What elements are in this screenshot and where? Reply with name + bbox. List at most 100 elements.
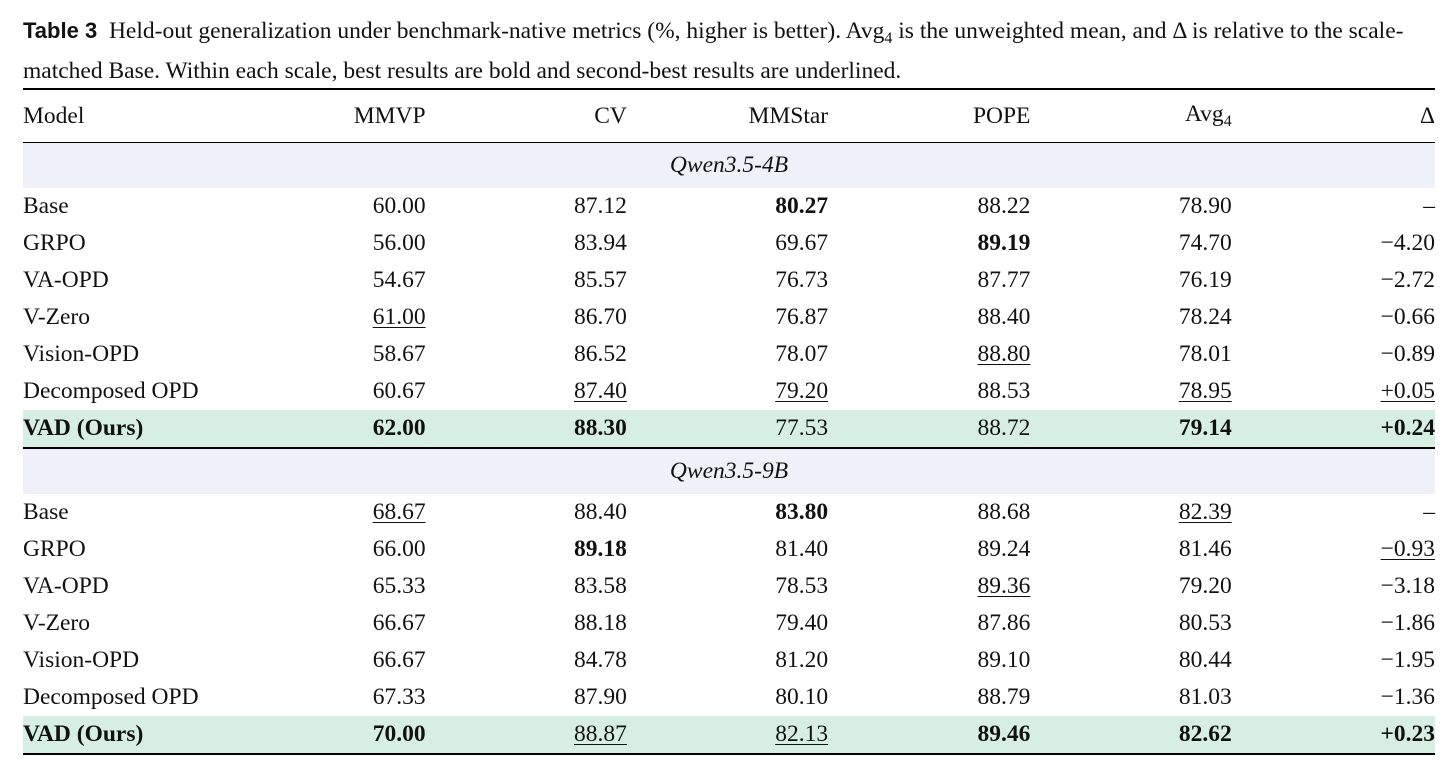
table-row: V-Zero 61.00 86.70 76.87 88.40 78.24 −0.… [23, 299, 1435, 336]
group-9b: Qwen3.5-9B Base 68.67 88.40 83.80 88.68 … [23, 448, 1435, 754]
cell-model: GRPO [23, 230, 86, 256]
cell-pope: 89.10 [977, 647, 1031, 673]
cell-mmvp: 66.00 [372, 536, 426, 562]
cell-mmvp-value: 68.67 [372, 499, 426, 525]
cell-mmstar: 79.40 [775, 610, 829, 636]
cell-model: Base [23, 499, 69, 525]
cell-mmstar: 80.10 [775, 684, 829, 710]
cell-pope: 88.68 [977, 499, 1031, 525]
results-table: Model MMVP CV MMStar POPE Avg4 Δ Qwen3.5… [23, 88, 1435, 755]
cell-mmstar: 83.80 [775, 499, 829, 525]
cell-mmstar-value: 82.13 [775, 721, 829, 747]
cell-model: GRPO [23, 536, 86, 562]
cell-avg: 78.90 [1178, 193, 1232, 219]
table-label: Table 3 [23, 18, 98, 43]
cell-mmstar: 81.40 [775, 536, 829, 562]
table-row: Vision-OPD 58.67 86.52 78.07 88.80 78.01… [23, 336, 1435, 373]
caption-text-1: Held-out generalization under benchmark-… [108, 18, 846, 44]
table-row-ours: VAD (Ours) 70.00 88.87 82.13 89.46 82.62… [23, 716, 1435, 754]
cell-cv: 87.90 [573, 684, 627, 710]
caption-text-2: is the unweighted mean, and Δ is relativ… [23, 18, 1404, 84]
table-row: Base 68.67 88.40 83.80 88.68 82.39 – [23, 494, 1435, 531]
cell-mmvp: 58.67 [372, 341, 426, 367]
table-row-ours: VAD (Ours) 62.00 88.30 77.53 88.72 79.14… [23, 410, 1435, 448]
table-row: VA-OPD 54.67 85.57 76.73 87.77 76.19 −2.… [23, 262, 1435, 299]
cell-cv: 89.18 [573, 536, 627, 562]
cell-delta: +0.05 [1232, 373, 1435, 410]
cell-delta: −1.86 [1380, 610, 1435, 636]
table-row: GRPO 66.00 89.18 81.40 89.24 81.46 −0.93 [23, 531, 1435, 568]
cell-mmstar: 78.07 [775, 341, 829, 367]
caption-avg-sub: 4 [884, 30, 893, 47]
cell-mmvp: 61.00 [223, 299, 426, 336]
cell-mmvp: 56.00 [372, 230, 426, 256]
cell-cv-value: 88.87 [573, 721, 627, 747]
table-row: Decomposed OPD 67.33 87.90 80.10 88.79 8… [23, 679, 1435, 716]
cell-mmvp: 65.33 [372, 573, 426, 599]
cell-avg-value: 78.95 [1178, 378, 1232, 404]
header-model: Model [23, 88, 224, 143]
header-mmstar: MMStar [626, 88, 829, 143]
header-mmvp: MMVP [223, 88, 426, 143]
cell-mmvp: 66.67 [372, 610, 426, 636]
cell-avg: 74.70 [1178, 230, 1232, 256]
cell-pope: 88.22 [977, 193, 1031, 219]
cell-delta: −4.20 [1380, 230, 1435, 256]
cell-model: V-Zero [23, 610, 91, 636]
cell-cv: 88.30 [425, 410, 627, 448]
cell-cv: 83.94 [573, 230, 627, 256]
header-row: Model MMVP CV MMStar POPE Avg4 Δ [23, 88, 1435, 143]
cell-model: Decomposed OPD [23, 378, 199, 404]
cell-mmstar: 81.20 [775, 647, 829, 673]
cell-delta: +0.24 [1231, 410, 1435, 448]
cell-avg: 78.95 [1030, 373, 1232, 410]
cell-avg: 82.62 [1030, 716, 1232, 754]
cell-cv: 84.78 [573, 647, 627, 673]
cell-cv: 86.70 [573, 304, 627, 330]
cell-mmstar: 80.27 [775, 193, 829, 219]
cell-delta: −1.95 [1380, 647, 1435, 673]
cell-mmvp: 67.33 [372, 684, 426, 710]
cell-mmstar: 79.20 [627, 373, 828, 410]
cell-avg: 79.20 [1178, 573, 1232, 599]
header-cv: CV [425, 88, 627, 143]
cell-model: VA-OPD [23, 267, 109, 293]
cell-avg: 80.44 [1178, 647, 1232, 673]
cell-pope: 88.80 [828, 336, 1031, 373]
cell-mmvp-value: 61.00 [372, 304, 426, 330]
cell-model: VAD (Ours) [23, 716, 224, 754]
cell-pope: 87.86 [977, 610, 1031, 636]
cell-mmstar: 76.87 [775, 304, 829, 330]
cell-model: Base [23, 193, 69, 219]
cell-delta-value: −0.93 [1380, 536, 1435, 562]
cell-model: VAD (Ours) [23, 410, 224, 448]
header-pope: POPE [828, 88, 1031, 143]
cell-pope: 89.46 [828, 716, 1031, 754]
cell-mmvp: 60.00 [372, 193, 426, 219]
cell-pope: 89.24 [977, 536, 1031, 562]
cell-cv: 86.52 [573, 341, 627, 367]
cell-mmvp: 68.67 [223, 494, 426, 531]
header-avg-sub: 4 [1223, 113, 1232, 130]
table-caption: Table 3 Held-out generalization under be… [23, 14, 1435, 88]
cell-mmvp: 54.67 [372, 267, 426, 293]
cell-cv: 88.87 [425, 716, 627, 754]
cell-cv: 83.58 [573, 573, 627, 599]
cell-delta-value: +0.05 [1380, 378, 1435, 404]
cell-mmvp: 70.00 [223, 716, 426, 754]
group-4b: Qwen3.5-4B Base 60.00 87.12 80.27 88.22 … [23, 142, 1435, 448]
cell-delta: −0.93 [1232, 531, 1435, 568]
cell-pope: 89.19 [977, 230, 1031, 256]
cell-delta: −3.18 [1380, 573, 1435, 599]
group-title: Qwen3.5-4B [23, 142, 1435, 188]
cell-delta: −1.36 [1380, 684, 1435, 710]
cell-delta: – [1423, 499, 1435, 525]
table-row: V-Zero 66.67 88.18 79.40 87.86 80.53 −1.… [23, 605, 1435, 642]
cell-model: V-Zero [23, 304, 91, 330]
cell-delta: −0.66 [1380, 304, 1435, 330]
cell-avg: 79.14 [1030, 410, 1232, 448]
cell-avg: 81.46 [1178, 536, 1232, 562]
cell-cv: 88.18 [573, 610, 627, 636]
cell-cv: 88.40 [573, 499, 627, 525]
